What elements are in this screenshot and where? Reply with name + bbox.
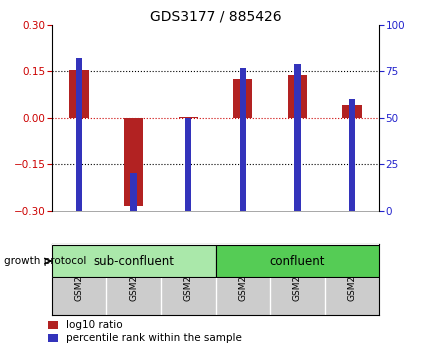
Text: GSM237710: GSM237710 [238,246,247,301]
Bar [69,70,89,118]
Text: GSM237706: GSM237706 [74,246,83,301]
Bar [130,173,137,211]
Text: growth protocol: growth protocol [4,256,86,266]
Bar [76,58,82,211]
Text: GSM237711: GSM237711 [292,246,301,301]
Bar [184,118,191,211]
Bar [342,105,361,118]
Text: GSM237708: GSM237708 [183,246,192,301]
Bar [124,118,143,206]
Bar [215,245,378,277]
Bar [287,75,306,118]
Bar [178,117,197,118]
Legend: log10 ratio, percentile rank within the sample: log10 ratio, percentile rank within the … [48,320,241,343]
Text: sub-confluent: sub-confluent [93,255,174,268]
Bar [348,99,354,211]
Bar [233,79,252,118]
Title: GDS3177 / 885426: GDS3177 / 885426 [149,10,281,24]
Bar [239,68,246,211]
Text: GSM237712: GSM237712 [347,246,356,301]
Text: GSM237707: GSM237707 [129,246,138,301]
Bar [293,64,300,211]
Text: confluent: confluent [269,255,324,268]
Bar [52,245,215,277]
